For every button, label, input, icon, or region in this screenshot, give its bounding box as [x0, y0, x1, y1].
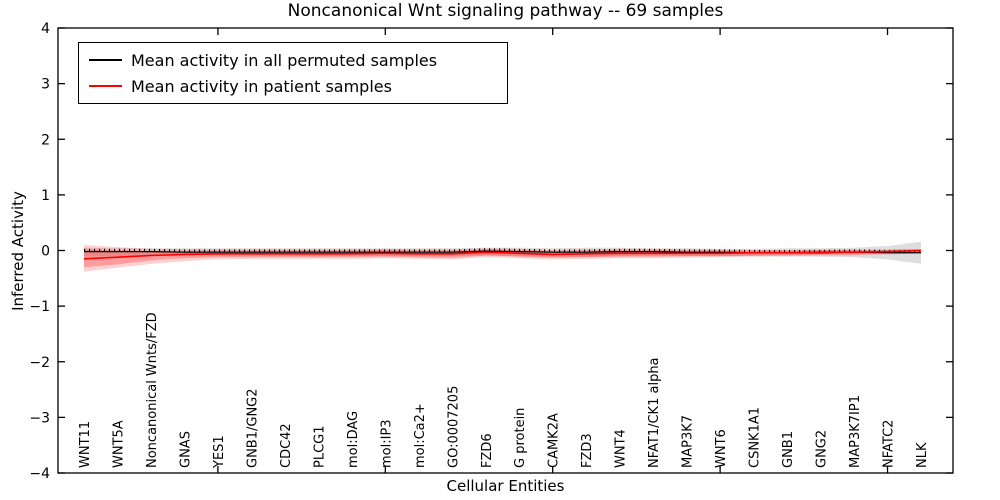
x-tick-label: MAP3K7: [681, 415, 696, 468]
x-tick-label: NFATC2: [882, 420, 897, 468]
x-tick-label: WNT6: [714, 429, 729, 468]
x-tick-label: NLK: [915, 442, 930, 468]
x-tick-label: mol:DAG: [346, 411, 361, 468]
x-tick-label: FZD6: [480, 433, 495, 468]
x-tick-label: mol:Ca2+: [413, 403, 428, 468]
x-tick-label: WNT11: [78, 421, 93, 468]
y-axis-ticks: [58, 27, 953, 474]
x-tick-label: GNB1: [781, 431, 796, 468]
x-tick-label: CDC42: [279, 423, 294, 468]
x-tick-label: WNT4: [614, 429, 629, 468]
permuted-line-swatch: [89, 59, 122, 61]
legend-item-patient: Mean activity in patient samples: [79, 74, 507, 98]
y-tick-label: 1: [41, 188, 50, 204]
legend-label-patient: Mean activity in patient samples: [131, 76, 392, 96]
x-tick-label: GO:0007205: [446, 386, 461, 468]
legend-box: Mean activity in all permuted samples Me…: [78, 42, 508, 104]
x-tick-label: MAP3K7IP1: [848, 395, 863, 468]
x-tick-label: Noncanonical Wnts/FZD: [145, 312, 160, 468]
y-tick-label: −2: [29, 355, 50, 371]
y-tick-label: 4: [41, 21, 50, 37]
x-tick-label: mol:IP3: [379, 419, 394, 468]
x-tick-label: CAMK2A: [547, 413, 562, 468]
y-tick-label: 3: [41, 77, 50, 93]
x-axis-label: Cellular Entities: [446, 477, 565, 495]
legend-item-permuted: Mean activity in all permuted samples: [79, 48, 507, 72]
x-tick-label: NFAT1/CK1 alpha: [647, 357, 662, 468]
y-tick-label: −4: [29, 466, 50, 482]
x-tick-labels: WNT11 WNT5A Noncanonical Wnts/FZD GNAS YES1 G…: [78, 312, 930, 469]
x-tick-label: GNB1/GNG2: [245, 388, 260, 468]
x-tick-label: GNAS: [178, 431, 193, 468]
x-tick-label: YES1: [212, 435, 227, 469]
x-tick-label: GNG2: [815, 430, 830, 468]
patient-line-swatch: [89, 85, 122, 87]
y-tick-label: 2: [41, 132, 50, 148]
legend-label-permuted: Mean activity in all permuted samples: [131, 50, 438, 70]
y-tick-labels: 4 3 2 1 0 −1 −2 −3 −4: [29, 21, 50, 482]
x-tick-label: WNT5A: [111, 420, 126, 468]
x-tick-label: PLCG1: [312, 425, 327, 468]
chart-title: Noncanonical Wnt signaling pathway -- 69…: [287, 1, 724, 21]
x-tick-label: CSNK1A1: [748, 407, 763, 468]
y-tick-label: −3: [29, 410, 50, 426]
x-axis-ticks: [217, 28, 889, 473]
x-tick-label: FZD3: [580, 433, 595, 468]
patient-mean-line: [83, 249, 922, 260]
x-tick-label: G protein: [513, 408, 528, 468]
y-tick-label: −1: [29, 299, 50, 315]
y-tick-label: 0: [41, 244, 50, 260]
